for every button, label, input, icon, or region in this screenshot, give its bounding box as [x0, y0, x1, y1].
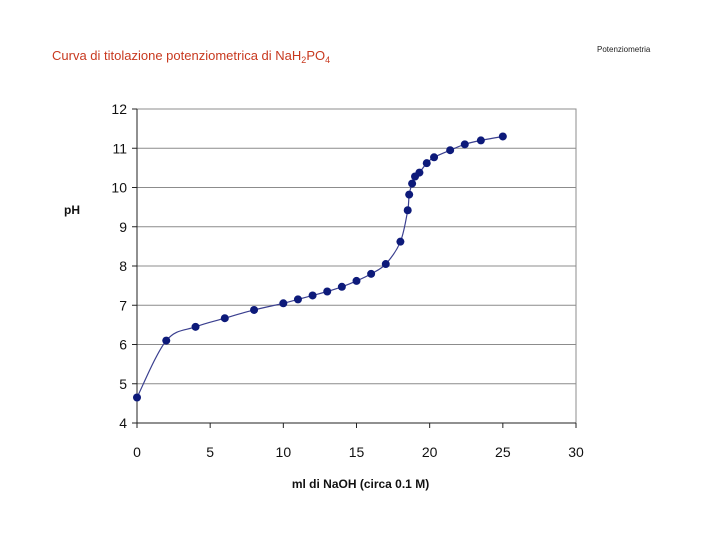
data-point-12: [381, 260, 390, 269]
data-point-5: [279, 299, 288, 308]
y-tick-label-8: 8: [119, 258, 127, 274]
data-point-11: [367, 269, 376, 278]
data-point-2: [191, 322, 200, 331]
data-point-3: [220, 314, 229, 323]
data-point-19: [422, 159, 431, 168]
y-tick-label-11: 11: [112, 140, 127, 156]
title-sub-4: 4: [325, 55, 331, 65]
data-point-24: [498, 132, 507, 141]
slide-title: Curva di titolazione potenziometrica di …: [52, 48, 330, 65]
x-tick-label-20: 20: [422, 444, 438, 460]
title-sub-2: 2: [301, 55, 307, 65]
data-point-0: [133, 393, 141, 402]
x-tick-label-25: 25: [495, 444, 511, 460]
data-point-23: [476, 136, 485, 145]
y-tick-label-12: 12: [111, 101, 127, 117]
data-point-14: [403, 206, 412, 215]
data-point-8: [323, 287, 332, 296]
data-point-16: [408, 179, 417, 188]
data-point-21: [446, 146, 455, 155]
data-point-15: [405, 190, 414, 199]
y-tick-label-7: 7: [119, 297, 127, 313]
y-tick-label-10: 10: [111, 180, 127, 196]
x-tick-label-5: 5: [206, 444, 214, 460]
title-main: Curva di titolazione potenziometrica di …: [52, 48, 302, 63]
data-point-10: [352, 276, 361, 285]
data-point-13: [396, 237, 405, 246]
y-axis-title: pH: [64, 203, 80, 217]
data-point-7: [308, 291, 317, 300]
series-line: [136, 135, 503, 398]
data-point-20: [430, 153, 439, 162]
corner-label: Potenziometria: [597, 45, 651, 54]
x-tick-label-15: 15: [349, 444, 365, 460]
y-tick-label-6: 6: [119, 337, 127, 353]
data-point-22: [460, 140, 469, 149]
title-mid: PO: [306, 48, 326, 63]
data-point-9: [337, 282, 346, 291]
x-tick-label-10: 10: [276, 444, 292, 460]
y-tick-label-9: 9: [119, 219, 127, 235]
y-tick-label-4: 4: [119, 415, 127, 431]
data-point-4: [250, 305, 259, 314]
data-point-18: [415, 168, 424, 177]
x-axis-title: ml di NaOH (circa 0.1 M): [292, 477, 429, 491]
y-tick-label-5: 5: [119, 376, 127, 392]
data-point-6: [293, 295, 302, 304]
x-tick-label-0: 0: [133, 444, 141, 460]
x-tick-label-30: 30: [568, 444, 584, 460]
data-point-1: [162, 336, 171, 345]
